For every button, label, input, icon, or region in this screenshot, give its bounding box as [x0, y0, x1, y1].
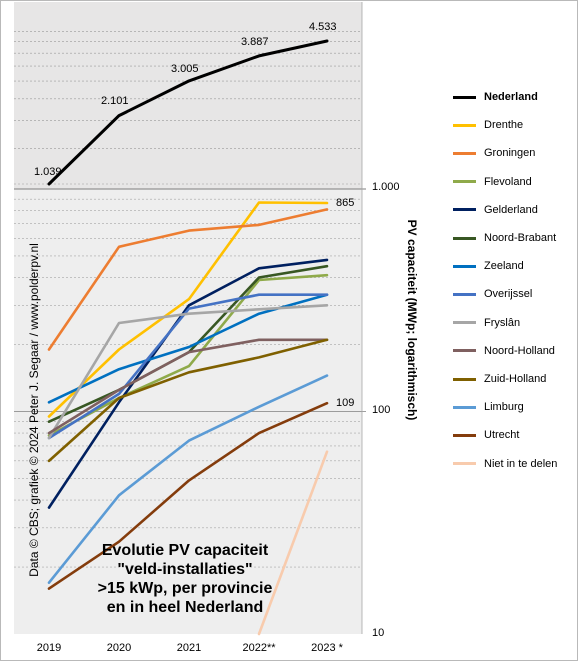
legend-item-noord-brabant: Noord-Brabant [453, 228, 556, 248]
legend-swatch-utrecht [453, 433, 476, 437]
series-line-flevoland [47, 273, 329, 437]
x-tick-label-2019: 2019 [37, 642, 61, 654]
y-tick-label-10: 10 [372, 627, 384, 639]
title-line-4: en in heel Nederland [107, 599, 263, 616]
nederland-label-2022: 3.887 [241, 36, 269, 48]
x-tick-label-2021: 2021 [177, 642, 201, 654]
title-line-2: "veld-installaties" [117, 561, 252, 578]
series-line-overijssel [47, 293, 329, 440]
legend-label-groningen: Groningen [484, 147, 536, 160]
legend-swatch-frysl-n [453, 321, 476, 325]
y-axis-label: PV capaciteit (MWp; logarithmisch) [405, 220, 419, 421]
series-line-nederland [47, 39, 329, 186]
legend-item-frysl-n: Fryslân [453, 313, 520, 333]
series-line-zuid-holland [47, 338, 329, 463]
legend-item-gelderland: Gelderland [453, 200, 538, 220]
y-tick-label-100: 100 [372, 404, 390, 416]
legend-swatch-noord-brabant [453, 236, 476, 240]
legend-swatch-zuid-holland [453, 377, 476, 381]
legend-swatch-nederland [453, 95, 476, 99]
legend-swatch-niet-in-te-delen [453, 462, 476, 466]
series-line-gelderland [47, 258, 329, 509]
legend-swatch-flevoland [453, 180, 476, 184]
legend-label-noord-holland: Noord-Holland [484, 344, 555, 357]
top-plot-area [14, 2, 362, 189]
legend-label-limburg: Limburg [484, 401, 524, 414]
legend-swatch-noord-holland [453, 349, 476, 353]
legend-item-zeeland: Zeeland [453, 256, 524, 276]
legend-item-groningen: Groningen [453, 143, 535, 163]
series-line-limburg [47, 374, 329, 585]
nederland-label-2023: 4.533 [309, 21, 337, 33]
legend-label-noord-brabant: Noord-Brabant [484, 232, 557, 244]
drenthe-end-label: 865 [336, 197, 354, 209]
legend-swatch-gelderland [453, 208, 476, 212]
legend-item-drenthe: Drenthe [453, 115, 523, 135]
series-line-groningen [47, 208, 329, 351]
legend-label-niet-in-te-delen: Niet in te delen [484, 457, 558, 470]
series-line-utrecht [47, 401, 329, 590]
legend-swatch-zeeland [453, 264, 476, 268]
legend-label-gelderland: Gelderland [484, 203, 538, 216]
legend-item-flevoland: Flevoland [453, 172, 532, 192]
legend-label-utrecht: Utrecht [484, 429, 520, 442]
series-layer [47, 39, 329, 636]
series-line-niet-in-te-delen [257, 450, 329, 636]
chart-title: Evolutie PV capaciteit "veld-installatie… [98, 542, 273, 616]
legend-swatch-limburg [453, 405, 476, 409]
legend-label-zuid-holland: Zuid-Holland [484, 373, 547, 385]
legend-item-zuid-holland: Zuid-Holland [453, 369, 546, 389]
legend-label-flevoland: Flevoland [484, 175, 532, 188]
legend-swatch-drenthe [453, 123, 476, 127]
legend-item-overijssel: Overijssel [453, 284, 532, 304]
legend-item-limburg: Limburg [453, 397, 524, 417]
legend-swatch-overijssel [453, 292, 476, 296]
x-tick-label-2020: 2020 [107, 642, 131, 654]
series-line-noord-holland [47, 338, 329, 435]
y-tick-label-1000: 1.000 [372, 181, 400, 193]
legend-label-frysl-n: Fryslân [484, 316, 521, 329]
nederland-label-2019: 1.039 [34, 166, 62, 178]
legend-label-drenthe: Drenthe [484, 119, 524, 132]
x-tick-label-2022: 2022** [242, 642, 276, 654]
source-credit: Data © CBS; grafiek © 2024 Peter J. Sega… [27, 243, 41, 577]
nederland-label-2021: 3.005 [171, 63, 199, 75]
legend-swatch-groningen [453, 151, 476, 155]
series-line-drenthe [47, 201, 329, 418]
legend-label-nederland: Nederland [484, 91, 538, 103]
legend-item-niet-in-te-delen: Niet in te delen [453, 454, 557, 474]
title-line-3: >15 kWp, per provincie [98, 580, 273, 597]
legend-item-utrecht: Utrecht [453, 425, 519, 445]
utrecht-end-label: 109 [336, 397, 354, 409]
legend-item-nederland: Nederland [453, 87, 538, 107]
nederland-label-2020: 2.101 [101, 95, 129, 107]
series-line-frysl-n [47, 303, 329, 440]
legend-label-overijssel: Overijssel [484, 288, 533, 301]
legend-label-zeeland: Zeeland [484, 260, 524, 273]
legend-item-noord-holland: Noord-Holland [453, 341, 555, 361]
grid-layer [14, 2, 366, 634]
x-tick-label-2023: 2023 * [311, 642, 344, 654]
title-line-1: Evolutie PV capaciteit [102, 542, 269, 559]
